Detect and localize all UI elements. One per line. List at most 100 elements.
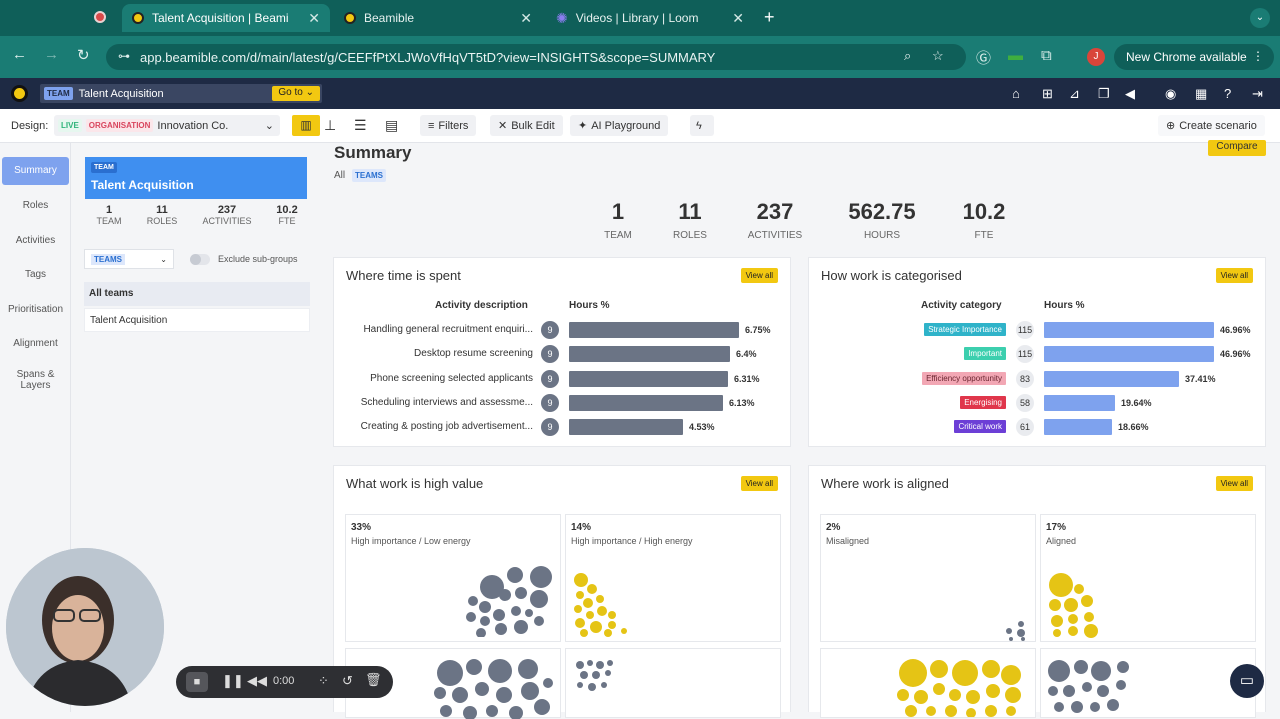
teams-select[interactable]: TEAMS ⌄ [84, 249, 174, 269]
forward-icon[interactable]: → [44, 46, 59, 63]
org-selector[interactable]: LIVE ORGANISATION Innovation Co. ⌄ [54, 115, 280, 136]
sidebar-item-alignment[interactable]: Alignment [2, 338, 69, 349]
lightning-icon[interactable]: ϟ [690, 115, 714, 136]
quadrant-aligned[interactable]: 17% Aligned [1040, 514, 1256, 642]
chat-icon[interactable]: ▭ [1230, 664, 1264, 698]
sidebar-item-summary[interactable]: Summary [2, 157, 69, 185]
count-badge: 9 [541, 418, 559, 436]
filters-button[interactable]: ≡Filters [420, 115, 476, 136]
bulk-edit-button[interactable]: ✕Bulk Edit [490, 115, 563, 136]
list-item-talent-acquisition[interactable]: Talent Acquisition [84, 308, 310, 332]
tab-beamible[interactable]: Beamible ✕ [334, 4, 542, 32]
tab-talent-acquisition[interactable]: Talent Acquisition | Beami ✕ [122, 4, 330, 32]
trash-icon[interactable]: 🗑 [365, 672, 382, 688]
hours-bar[interactable] [569, 419, 683, 435]
sidebar-item-roles[interactable]: Roles [2, 200, 69, 211]
quadrant-high-importance-low-energy[interactable]: 33% High importance / Low energy [345, 514, 561, 642]
list-item-all-teams[interactable]: All teams [84, 282, 310, 306]
chevron-down-icon: ⌄ [265, 119, 274, 132]
logout-icon[interactable]: ⇥ [1252, 86, 1263, 102]
bookmark-star-icon[interactable]: ☆ [932, 48, 944, 64]
stop-icon[interactable]: ■ [186, 672, 208, 692]
cards-view-icon[interactable]: ▤ [385, 117, 398, 134]
quadrant-aligned-low[interactable] [820, 648, 1036, 718]
hours-bar[interactable] [569, 322, 739, 338]
view-all-button[interactable]: View all [741, 476, 778, 491]
count-badge: 9 [541, 394, 559, 412]
hours-bar[interactable] [1044, 322, 1214, 338]
hours-bar[interactable] [1044, 346, 1214, 362]
sidebar-item-prioritisation[interactable]: Prioritisation [2, 304, 69, 315]
extension-icon[interactable]: ▬ [1008, 47, 1023, 64]
quadrant-misaligned[interactable]: 2% Misaligned [820, 514, 1036, 642]
view-all-button[interactable]: View all [1216, 476, 1253, 491]
tab-search-icon[interactable]: ⌄ [1250, 8, 1270, 28]
pause-icon[interactable]: ❚❚ [222, 673, 244, 689]
zoom-icon[interactable]: ⌕ [904, 48, 911, 64]
quadrant-high-importance-high-energy[interactable]: 14% High importance / High energy [565, 514, 781, 642]
bubble-cluster [1045, 657, 1135, 717]
home-icon[interactable]: ⌂ [1012, 86, 1020, 101]
exclude-toggle[interactable] [190, 254, 210, 265]
org-chart-icon[interactable]: ⊞ [1042, 86, 1053, 102]
team-tag: TEAM [91, 162, 117, 173]
webcam-bubble[interactable] [6, 548, 164, 706]
hierarchy-view-icon[interactable]: ⊥ [324, 117, 336, 134]
rewind-icon[interactable]: ◀◀ [247, 673, 267, 689]
close-icon[interactable]: ✕ [520, 10, 532, 27]
fte-stat: 10.2FTE [270, 204, 304, 226]
grammarly-icon[interactable]: Ⓖ [976, 47, 991, 68]
sidebar-item-spans-layers[interactable]: Spans & Layers [2, 369, 69, 391]
count-badge: 115 [1016, 321, 1034, 339]
compare-button[interactable]: Compare [1208, 140, 1266, 156]
close-icon[interactable]: ✕ [308, 10, 320, 27]
copy-icon[interactable]: ❐ [1098, 86, 1110, 102]
hours-bar[interactable] [1044, 395, 1115, 411]
new-chrome-button[interactable]: New Chrome available ⋮ [1114, 44, 1274, 70]
profile-avatar[interactable]: J [1087, 48, 1105, 66]
drag-handle-icon[interactable]: ⁘ [318, 673, 329, 689]
hours-bar[interactable] [1044, 371, 1179, 387]
filter-all[interactable]: All [334, 170, 345, 181]
bubble-cluster [572, 571, 636, 641]
quadrant-misaligned-low[interactable] [1040, 648, 1256, 718]
create-scenario-button[interactable]: ⊕Create scenario [1158, 115, 1265, 136]
team-tag: TEAM [44, 87, 73, 100]
restart-icon[interactable]: ↺ [342, 673, 353, 689]
sidebar-item-tags[interactable]: Tags [2, 269, 69, 280]
hours-bar[interactable] [569, 395, 723, 411]
user-icon[interactable]: ◉ [1165, 86, 1176, 102]
chart-icon[interactable]: ⊿ [1069, 86, 1080, 102]
ai-playground-button[interactable]: ✦AI Playground [570, 115, 668, 136]
team-selector[interactable]: TEAM Talent Acquisition Go to ⌄ [40, 84, 322, 103]
tab-loom[interactable]: ✺ Videos | Library | Loom ✕ [546, 4, 754, 32]
kebab-menu-icon[interactable]: ⋮ [1252, 49, 1264, 63]
record-icon[interactable] [94, 11, 106, 23]
new-tab-icon[interactable]: + [764, 7, 775, 28]
team-stat: 1TEAM [92, 204, 126, 226]
help-icon[interactable]: ? [1224, 86, 1231, 101]
reload-icon[interactable]: ↻ [77, 46, 90, 64]
quadrant-low-importance-high-energy[interactable] [565, 648, 781, 718]
bar-view-icon[interactable]: ▥ [292, 115, 320, 136]
table-view-icon[interactable]: ☰ [354, 117, 367, 134]
filter-teams-badge[interactable]: TEAMS [352, 169, 386, 182]
site-info-icon[interactable]: ⊶ [118, 49, 130, 63]
sidebar-item-activities[interactable]: Activities [2, 235, 69, 246]
close-icon[interactable]: ✕ [732, 10, 744, 27]
view-all-button[interactable]: View all [741, 268, 778, 283]
team-name: Talent Acquisition [79, 88, 164, 100]
address-bar[interactable]: ⊶ app.beamible.com/d/main/latest/g/CEEFf… [106, 44, 966, 70]
hours-bar[interactable] [569, 346, 730, 362]
goto-button[interactable]: Go to ⌄ [272, 86, 320, 101]
hours-bar[interactable] [1044, 419, 1112, 435]
grid-icon[interactable]: ▦ [1195, 86, 1207, 102]
panel-title: Where time is spent [346, 268, 461, 283]
hours-bar[interactable] [569, 371, 728, 387]
announce-icon[interactable]: ◀ [1125, 86, 1135, 102]
extensions-puzzle-icon[interactable]: ⧉ [1041, 47, 1052, 64]
view-all-button[interactable]: View all [1216, 268, 1253, 283]
quadrant-percent: 2% [826, 522, 840, 533]
beamible-logo-icon[interactable] [11, 85, 28, 102]
back-icon[interactable]: ← [12, 46, 27, 63]
